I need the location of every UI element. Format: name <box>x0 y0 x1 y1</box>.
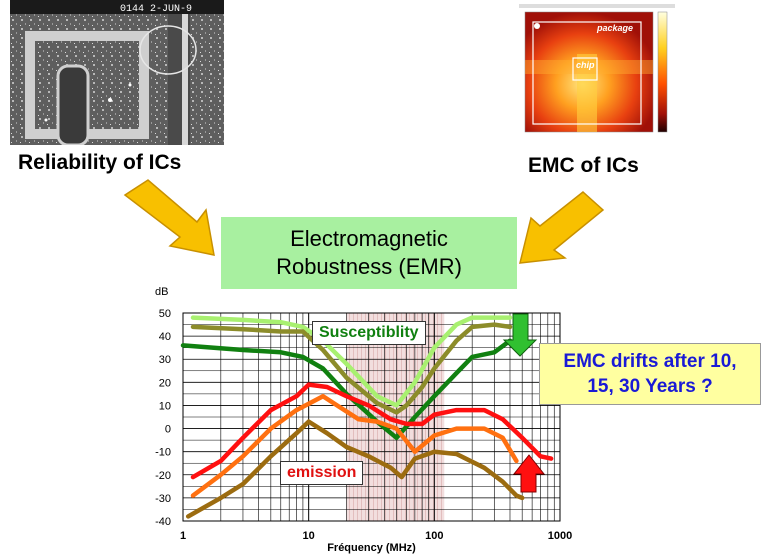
sem-photo: 0144 2-JUN-9 <box>10 0 224 145</box>
series-line-emission-6 <box>185 419 525 519</box>
left-arrow <box>123 179 215 256</box>
y-tick-label: -30 <box>155 493 171 505</box>
series-line-emission-4 <box>190 382 554 480</box>
y-tick-label: -10 <box>155 447 171 459</box>
emc-map-image: package chip <box>519 4 675 133</box>
y-axis-label: dB <box>155 286 168 298</box>
drift-line1: EMC drifts after 10, <box>563 351 737 372</box>
reliability-caption: Reliability of ICs <box>18 151 182 174</box>
x-axis-label: Fréquency (MHz) <box>327 542 416 554</box>
right-arrow <box>519 191 605 264</box>
emc-near-field-map: package chip <box>517 4 677 137</box>
plot-frame <box>182 312 561 522</box>
x-tick-label: 1000 <box>548 530 572 542</box>
y-tick-label: -40 <box>155 516 171 528</box>
y-tick-label: 40 <box>159 331 171 343</box>
emission-label: emission <box>280 461 364 485</box>
emr-line2: Robustness (EMR) <box>276 254 462 279</box>
x-tick-label: 1 <box>180 530 186 542</box>
y-tick-label: 20 <box>159 377 171 389</box>
green-down-arrow <box>502 313 538 357</box>
drift-line2: 15, 30 Years ? <box>587 376 713 397</box>
series-line-susceptibility-3 <box>180 338 513 441</box>
chip-label: chip <box>576 60 595 70</box>
y-tick-label: 30 <box>159 354 171 366</box>
series-line-susceptibility-1 <box>190 315 513 408</box>
susceptibility-label: Susceptiblity <box>312 321 426 345</box>
emr-line1: Electromagnetic <box>290 226 448 251</box>
y-tick-label: 50 <box>159 308 171 320</box>
package-label: package <box>596 23 633 33</box>
emc-caption: EMC of ICs <box>528 154 639 177</box>
x-tick-label: 10 <box>303 530 315 542</box>
sem-stamp: 0144 2-JUN-9 <box>120 4 192 15</box>
y-tick-label: 10 <box>159 400 171 412</box>
series-line-susceptibility-2 <box>190 322 513 415</box>
y-tick-label: 0 <box>165 424 171 436</box>
colorbar <box>657 11 668 133</box>
emr-box: Electromagnetic Robustness (EMR) <box>221 217 517 289</box>
series-line-emission-5 <box>190 393 519 498</box>
sem-photo-image: 0144 2-JUN-9 <box>10 0 224 145</box>
y-tick-label: -20 <box>155 470 171 482</box>
x-tick-label: 100 <box>425 530 443 542</box>
drift-question-box: EMC drifts after 10, 15, 30 Years ? <box>539 343 761 405</box>
red-up-arrow <box>512 454 546 493</box>
